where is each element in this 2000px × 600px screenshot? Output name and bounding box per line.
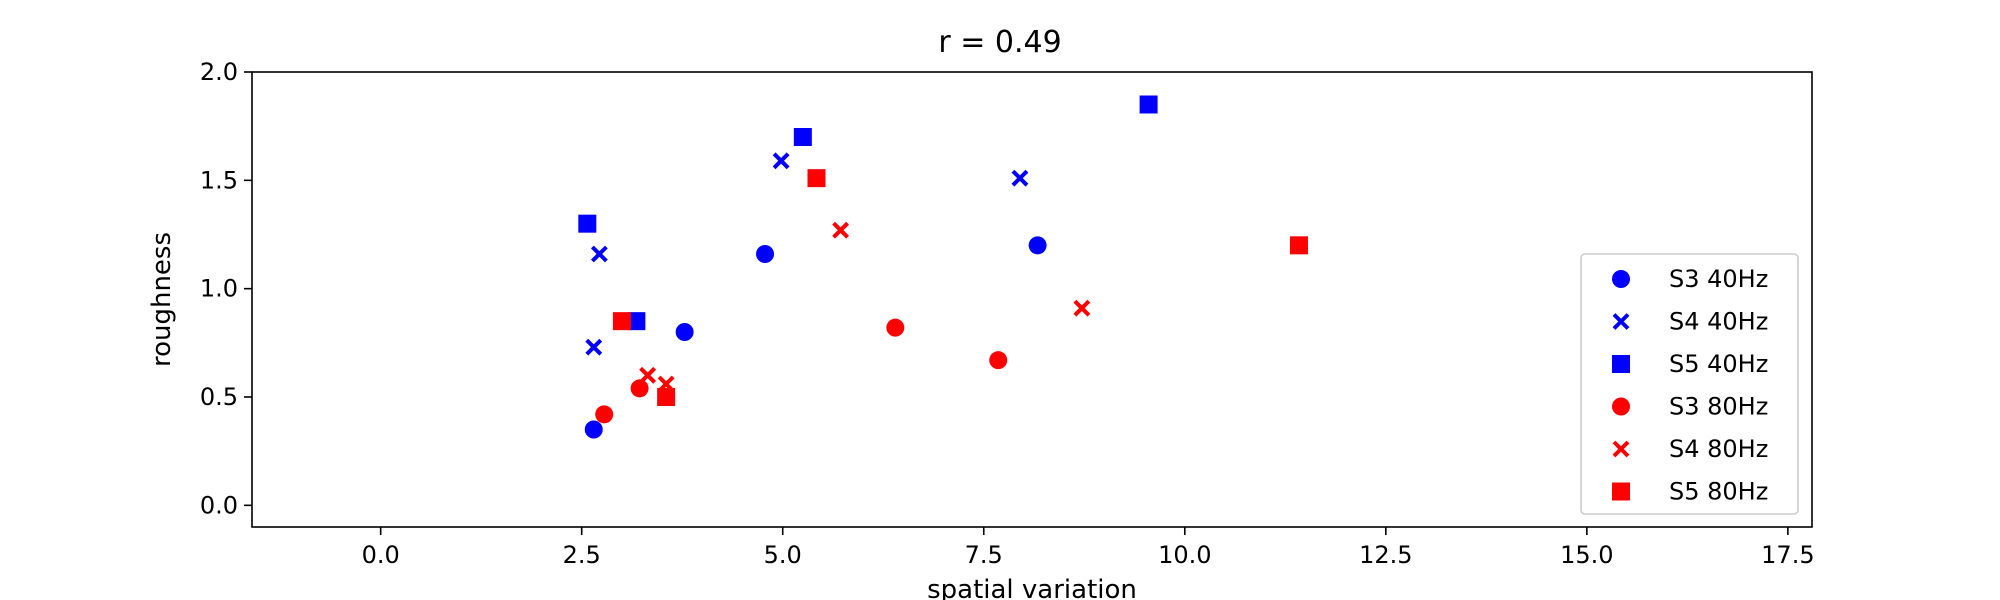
data-point xyxy=(1011,169,1029,187)
legend-label: S3 80Hz xyxy=(1669,393,1768,421)
x-tick-label: 5.0 xyxy=(764,541,802,569)
legend-marker xyxy=(1612,440,1630,458)
data-point xyxy=(595,405,614,424)
data-point xyxy=(1289,236,1308,255)
legend-marker xyxy=(1612,397,1630,416)
data-point xyxy=(585,338,603,356)
data-point xyxy=(989,351,1008,370)
series-s4-80hz xyxy=(639,221,1091,393)
series-s5-80hz xyxy=(612,169,1308,406)
series-s4-40hz xyxy=(585,152,1029,356)
y-tick-label: 1.5 xyxy=(200,166,238,194)
chart-title: r = 0.49 xyxy=(938,25,1061,60)
data-point xyxy=(578,214,597,233)
data-point xyxy=(630,379,649,398)
data-point xyxy=(590,245,608,263)
axis-ticks: 0.0 2.5 5.0 7.5 10.0 12.5 15.0 17.5 0.0 0.5 1.0 1.5… xyxy=(200,58,1815,569)
y-axis-label: roughness xyxy=(147,232,177,367)
x-tick-label: 0.0 xyxy=(362,541,400,569)
data-point xyxy=(1073,299,1091,317)
x-tick-label: 7.5 xyxy=(965,541,1003,569)
y-tick-label: 1.0 xyxy=(200,275,238,303)
series-s3-40hz xyxy=(584,236,1047,439)
data-point xyxy=(657,388,676,406)
data-point xyxy=(675,323,694,341)
y-tick-label: 0.0 xyxy=(200,491,238,519)
x-tick-label: 17.5 xyxy=(1761,541,1814,569)
x-tick-label: 2.5 xyxy=(563,541,601,569)
data-point xyxy=(1139,95,1158,114)
y-tick-label: 0.5 xyxy=(200,383,238,411)
legend: S3 40Hz S4 40Hz S5 40Hz S3 80Hz S4 80Hz S5 80… xyxy=(1580,253,1799,515)
x-axis-label: spatial variation xyxy=(927,575,1137,600)
legend-label: S4 40Hz xyxy=(1669,308,1768,336)
series-s3-80hz xyxy=(595,318,1008,424)
legend-label: S5 40Hz xyxy=(1669,350,1768,378)
legend-marker xyxy=(1612,482,1630,501)
legend-label: S4 80Hz xyxy=(1669,435,1768,463)
legend-marker xyxy=(1612,313,1630,330)
legend-label: S3 40Hz xyxy=(1669,265,1768,293)
data-point xyxy=(627,312,646,331)
data-point xyxy=(832,221,850,239)
data-point xyxy=(756,245,775,263)
data-point xyxy=(772,152,790,170)
series-s5-40hz xyxy=(578,95,1158,331)
data-point xyxy=(793,128,812,146)
x-tick-label: 15.0 xyxy=(1560,541,1613,569)
plot-marks xyxy=(578,95,1308,439)
x-tick-label: 10.0 xyxy=(1158,541,1211,569)
data-point xyxy=(886,318,905,337)
data-point xyxy=(807,169,826,188)
data-point xyxy=(584,420,603,439)
data-point xyxy=(612,312,631,331)
legend-label: S5 80Hz xyxy=(1669,478,1768,506)
data-point xyxy=(639,366,657,384)
plot-area-frame xyxy=(251,71,1813,528)
legend-marker xyxy=(1612,270,1630,288)
legend-box xyxy=(1580,253,1799,515)
legend-marker xyxy=(1612,355,1630,373)
data-point xyxy=(1028,236,1047,255)
x-tick-label: 12.5 xyxy=(1359,541,1412,569)
y-tick-label: 2.0 xyxy=(200,58,238,86)
